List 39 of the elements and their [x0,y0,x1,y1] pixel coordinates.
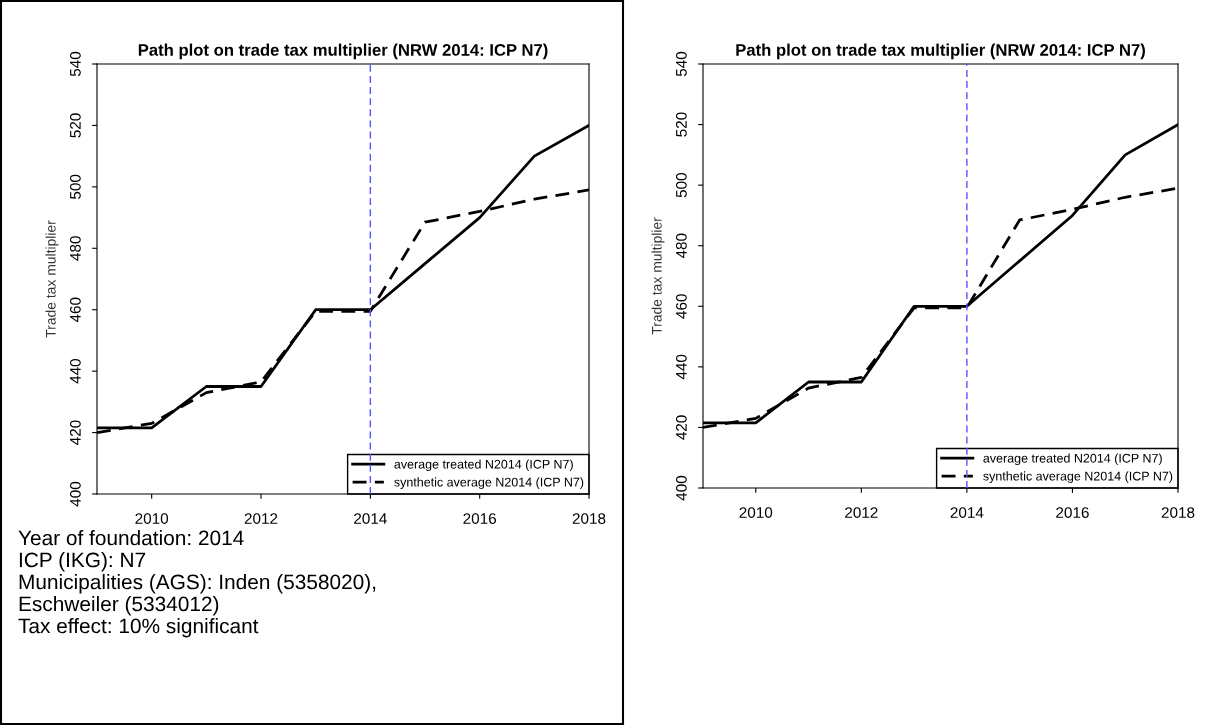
legend-label: synthetic average N2014 (ICP N7) [983,471,1173,483]
y-tick-label: 420 [69,420,81,445]
legend-label: average treated N2014 (ICP N7) [983,453,1162,466]
y-tick-label: 540 [675,51,687,77]
x-tick-label: 2010 [135,513,169,524]
y-tick-label: 420 [675,415,687,440]
y-tick-label: 540 [69,51,81,77]
y-axis-title: Trade tax multiplier [651,217,665,335]
y-tick-label: 460 [69,297,81,323]
x-tick-label: 2014 [354,513,387,524]
y-tick-label: 480 [69,236,81,261]
text: Eschweiler (5334012) [19,596,219,616]
text: ICP (IKG): N7 [19,552,146,572]
chart-title: Path plot on trade tax multiplier (NRW 2014: ICP N7) [736,43,1145,60]
y-tick-label: 480 [675,233,687,259]
y-tick-label: 460 [675,294,687,319]
chart-title: Path plot on trade tax multiplier (NRW 2014: ICP N7) [138,43,548,60]
x-tick-label: 2016 [463,513,496,524]
x-tick-label: 2018 [572,513,606,524]
legend-label: average treated N2014 (ICP N7) [394,459,573,472]
y-tick-label: 500 [675,172,687,198]
y-tick-label: 520 [675,112,687,137]
text: Year of foundation: 2014 [18,530,244,546]
y-tick-label: 440 [675,354,687,380]
x-tick-label: 2016 [1056,507,1089,518]
legend-label: synthetic average N2014 (ICP N7) [394,477,584,489]
y-tick-label: 440 [69,358,81,384]
text: Tax effect: 10% significant [18,618,259,638]
x-tick-label: 2010 [739,507,773,518]
y-tick-label: 400 [675,475,687,501]
y-tick-label: 520 [69,113,81,138]
x-tick-label: 2012 [244,513,278,524]
x-tick-label: 2018 [1161,507,1195,518]
x-tick-label: 2012 [845,507,878,518]
y-axis-title: Trade tax multiplier [45,220,59,338]
text: Municipalities (AGS): Inden (5358020), [19,574,376,594]
y-tick-label: 500 [69,174,81,199]
y-tick-label: 400 [69,481,81,507]
x-tick-label: 2014 [950,507,984,518]
